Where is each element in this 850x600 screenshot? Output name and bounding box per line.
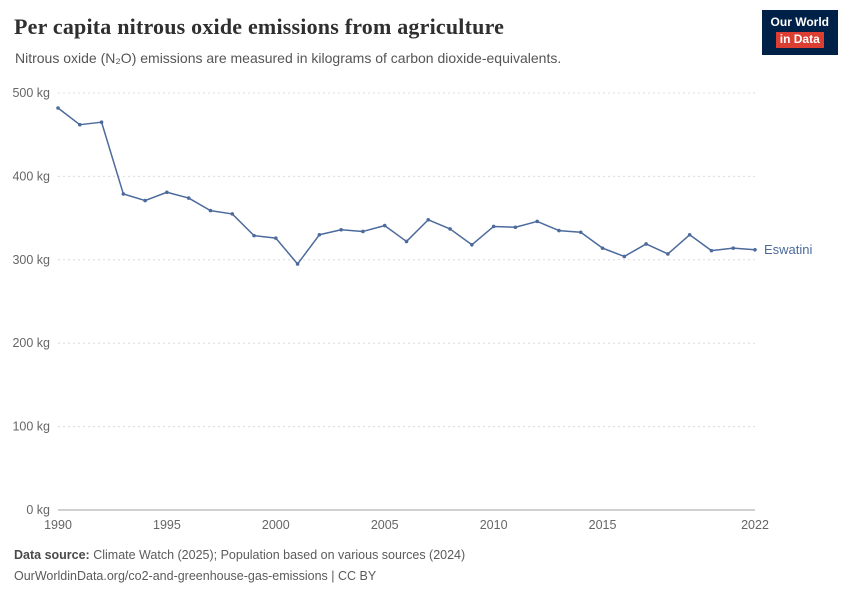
y-tick-label: 300 kg bbox=[12, 253, 50, 267]
data-point bbox=[666, 252, 670, 256]
x-tick-label: 1990 bbox=[44, 518, 72, 532]
x-tick-label: 2010 bbox=[480, 518, 508, 532]
data-point bbox=[470, 242, 474, 247]
data-point bbox=[578, 230, 583, 235]
data-source-line: Data source: Climate Watch (2025); Popul… bbox=[14, 545, 836, 566]
data-point bbox=[731, 246, 736, 250]
x-tick-label: 2005 bbox=[371, 518, 399, 532]
chart-area: 0 kg 100 kg 200 kg 300 kg 400 kg 500 kg 1990 19… bbox=[0, 80, 850, 540]
y-tick-label: 200 kg bbox=[12, 336, 50, 350]
x-tick-label: 2022 bbox=[741, 518, 769, 532]
data-point bbox=[317, 232, 322, 237]
data-point bbox=[56, 106, 60, 110]
data-point bbox=[208, 208, 213, 213]
x-tick-label: 2000 bbox=[262, 518, 290, 532]
owid-logo[interactable]: Our World in Data bbox=[761, 10, 838, 55]
y-tick-label: 100 kg bbox=[12, 420, 50, 434]
data-point bbox=[382, 223, 387, 228]
data-point bbox=[361, 229, 365, 234]
data-point bbox=[687, 232, 692, 237]
data-point bbox=[252, 233, 256, 238]
data-point bbox=[600, 246, 605, 250]
page-subtitle: Nitrous oxide (N₂O) emissions are measur… bbox=[15, 50, 562, 66]
page-title: Per capita nitrous oxide emissions from … bbox=[14, 14, 505, 39]
data-point bbox=[709, 248, 714, 253]
data-point bbox=[295, 262, 300, 266]
data-point bbox=[186, 196, 191, 200]
data-point bbox=[143, 198, 147, 203]
data-point bbox=[121, 192, 126, 196]
footer-link[interactable]: OurWorldinData.org/co2-and-greenhouse-ga… bbox=[14, 569, 377, 584]
data-point bbox=[77, 122, 82, 127]
owid-logo-line1: Our World bbox=[770, 15, 829, 29]
owid-logo-line2: in Data bbox=[775, 31, 824, 48]
data-point bbox=[426, 217, 431, 222]
data-point bbox=[753, 247, 757, 252]
y-tick-label: 400 kg bbox=[12, 169, 50, 183]
data-source-label: Data source: bbox=[14, 548, 90, 562]
data-point bbox=[513, 225, 518, 230]
y-tick-label: 0 kg bbox=[26, 503, 50, 517]
line-chart-canvas: 0 kg 100 kg 200 kg 300 kg 400 kg 500 kg 1990 19… bbox=[12, 86, 813, 532]
x-tick-label: 1995 bbox=[153, 518, 181, 532]
data-point bbox=[448, 227, 452, 231]
series-end-label[interactable]: Eswatini bbox=[764, 242, 813, 257]
data-source-text: Climate Watch (2025); Population based o… bbox=[93, 548, 466, 562]
data-point bbox=[230, 212, 235, 216]
data-point bbox=[557, 228, 561, 233]
data-point bbox=[622, 254, 627, 259]
data-point bbox=[165, 190, 169, 195]
data-point bbox=[339, 227, 343, 232]
data-point bbox=[644, 242, 648, 246]
y-tick-label: 500 kg bbox=[12, 86, 50, 100]
chart-footer: Data source: Climate Watch (2025); Popul… bbox=[14, 545, 836, 588]
data-point bbox=[404, 239, 409, 244]
data-point bbox=[274, 236, 278, 240]
data-point bbox=[491, 224, 496, 229]
data-point bbox=[535, 219, 539, 224]
data-point bbox=[99, 120, 104, 124]
x-tick-label: 2015 bbox=[589, 518, 617, 532]
